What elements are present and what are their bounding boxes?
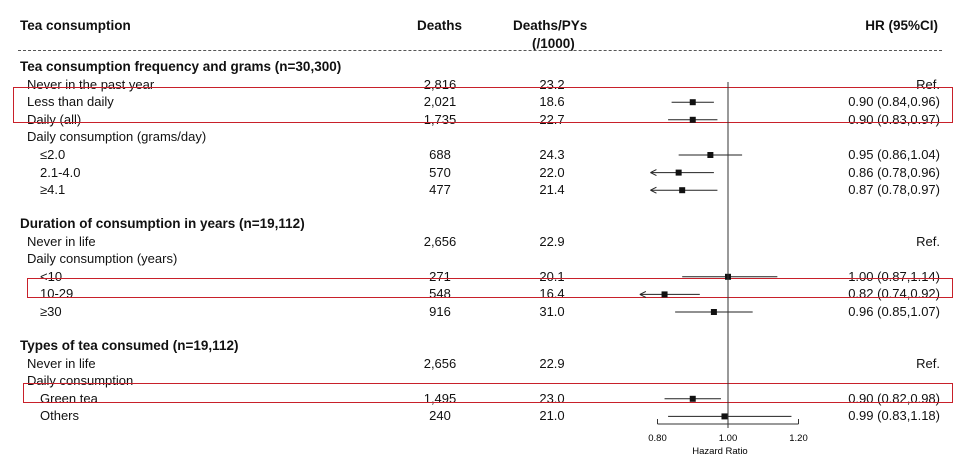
rate-value: 21.4 [539,182,565,198]
hr-ci-value: 0.87 (0.78,0.97) [848,182,940,198]
hr-point [689,99,696,106]
header-label: Tea consumption [20,18,131,33]
deaths-value: 271 [429,268,451,284]
hr-point [675,169,682,176]
row-label: Green tea [40,390,98,406]
deaths-value: 2,656 [423,355,457,371]
hr-point [689,116,696,123]
rate-value: 24.3 [539,147,565,162]
highlight-box-duration [27,278,953,298]
hr-ci-value: 0.90 (0.82,0.98) [848,390,940,406]
row-label: Daily consumption (years) [27,251,178,267]
ci-arrow [639,290,647,298]
header-divider [18,50,942,51]
row-label: Never in life [27,355,96,371]
deaths-value: 477 [429,182,451,198]
rate-value: 22.0 [539,164,565,180]
row-label: Others [40,408,80,424]
x-tick-label: 1.20 [789,433,808,444]
deaths-value: 916 [429,304,451,319]
rate-value: 22.9 [539,355,565,371]
hr-ci-value: 0.95 (0.86,1.04) [848,147,940,162]
deaths-value: 2,021 [423,94,457,110]
row-label: <10 [40,268,63,284]
ci-arrow [650,169,657,177]
section-title: Types of tea consumed (n=19,112) [20,338,239,353]
ci-arrow [650,186,657,194]
section-title: Duration of consumption in years (n=19,1… [20,216,305,231]
hr-ci-value: 0.90 (0.84,0.96) [848,94,940,110]
hr-ci-value: 0.86 (0.78,0.96) [848,164,940,180]
hr-point [710,309,717,315]
header-rate: Deaths/PYs [513,18,588,33]
hr-point [707,152,714,158]
deaths-value: 570 [429,164,451,180]
highlight-box-types [23,383,953,403]
rate-value: 31.0 [539,304,565,319]
row-label: Never in life [27,233,96,249]
row-label: ≤2.0 [40,147,66,162]
rate-value: 22.9 [539,233,565,249]
deaths-value: 2,656 [423,233,457,249]
hr-ci-value: 1.00 (0.87,1.14) [848,268,940,284]
rate-value: 23.0 [539,390,565,406]
x-axis-title: Hazard Ratio [692,446,747,457]
hr-ci-value: 0.96 (0.85,1.07) [848,304,940,319]
row-label: Less than daily [27,94,114,110]
row-label: 2.1-4.0 [40,164,81,180]
header-hr: HR (95%CI) [865,18,938,33]
section-title: Tea consumption frequency and grams (n=3… [20,59,342,74]
header-deaths: Deaths [417,18,463,33]
rate-value: 21.0 [539,408,565,424]
hr-point [661,291,668,298]
x-tick-label: 1.00 [719,433,738,444]
deaths-value: 240 [429,408,451,424]
rate-value: 18.6 [539,94,565,110]
row-label: Daily consumption (grams/day) [27,129,207,145]
hr-ci-value: Ref. [916,233,940,249]
row-label: ≥4.1 [40,182,66,198]
deaths-value: 688 [429,147,451,162]
deaths-value: 1,495 [423,390,457,406]
x-tick-label: 0.80 [648,433,667,444]
row-label: ≥30 [40,304,62,319]
header-rate-unit: (/1000) [532,36,575,51]
hr-point [679,187,686,194]
highlight-box-frequency [13,87,953,123]
hr-ci-value: 0.99 (0.83,1.18) [848,408,940,424]
hr-point [689,395,696,402]
hr-ci-value: Ref. [916,355,940,371]
hr-point [721,413,728,420]
rate-value: 20.1 [539,268,565,284]
